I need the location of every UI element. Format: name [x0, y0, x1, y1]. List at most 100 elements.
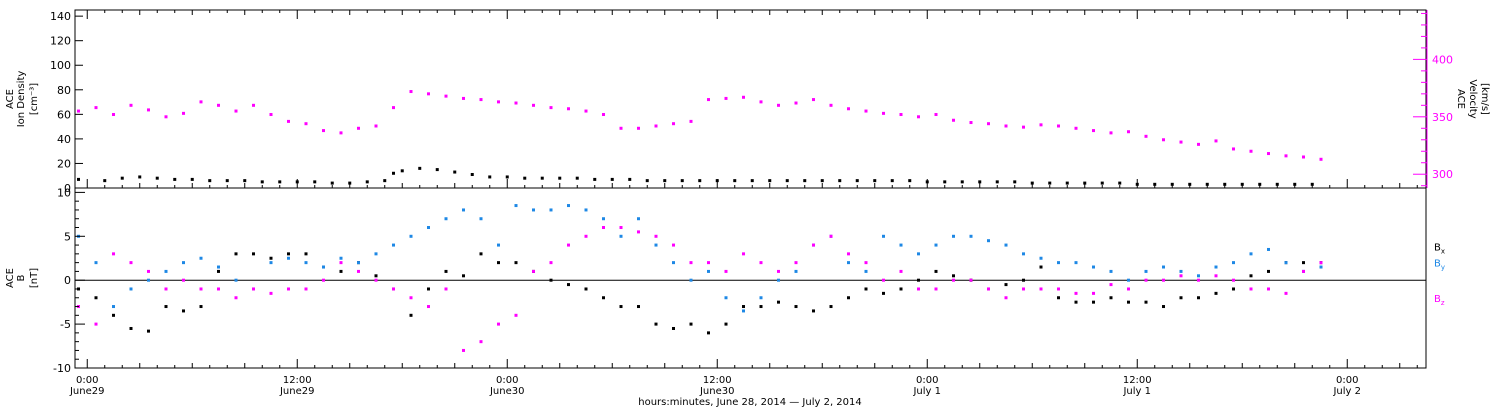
bx-point — [304, 252, 308, 256]
bx-point — [794, 305, 798, 309]
x-tick-date-label: June29 — [279, 386, 315, 397]
bx-series — [77, 252, 1323, 335]
velocity-point — [1197, 142, 1200, 146]
b-legend: Bx By Bz — [1434, 242, 1445, 306]
velocity-point — [742, 95, 745, 99]
density-point — [138, 175, 142, 179]
bz-point — [1319, 261, 1323, 265]
by-point — [357, 261, 360, 265]
by-point — [164, 269, 168, 273]
velocity-point — [77, 109, 80, 113]
by-point — [392, 243, 395, 247]
density-point — [1100, 181, 1104, 185]
by-point — [1057, 261, 1060, 265]
velocity-point — [322, 129, 325, 133]
by-point — [112, 305, 115, 309]
velocity-point — [917, 115, 920, 119]
by-point — [549, 208, 553, 212]
density-point — [523, 176, 527, 180]
velocity-point — [462, 96, 465, 100]
velocity-point — [287, 119, 290, 123]
density-point — [698, 179, 702, 183]
density-point — [1153, 182, 1157, 186]
density-point — [313, 180, 317, 184]
velocity-point — [1214, 139, 1218, 143]
bz-point — [969, 278, 973, 282]
bz-point — [1057, 287, 1060, 291]
bz-point — [759, 261, 763, 265]
bz-point — [882, 278, 885, 282]
by-point — [287, 256, 290, 260]
by-point — [1144, 269, 1148, 273]
velocity-point — [1074, 126, 1078, 130]
density-point — [610, 177, 614, 181]
bz-point — [217, 287, 220, 291]
velocity-point — [1267, 152, 1270, 156]
density-ylabel-line1: ACE — [5, 89, 16, 109]
velocity-point — [532, 103, 535, 107]
density-point — [645, 179, 649, 183]
x-tick-date-label: June29 — [69, 386, 105, 397]
bz-point — [497, 322, 500, 326]
velocity-point — [584, 109, 588, 113]
by-series — [77, 204, 1323, 313]
density-tick-label: 20 — [57, 157, 71, 170]
x-tick-date-label: July 2 — [1332, 386, 1361, 397]
bx-point — [1057, 296, 1060, 300]
velocity-point — [724, 96, 728, 100]
density-point — [785, 179, 789, 183]
density-point — [1223, 182, 1227, 186]
bx-point — [899, 287, 903, 291]
velocity-tick-label: 300 — [1432, 168, 1453, 181]
velocity-point — [1319, 157, 1323, 161]
bx-point — [427, 287, 430, 291]
density-tick-label: 120 — [50, 35, 71, 48]
by-point — [934, 243, 938, 247]
x-axis-title: hours:minutes, June 28, 2014 — July 2, 2… — [638, 397, 862, 408]
bz-point — [934, 287, 938, 291]
legend-by: By — [1434, 259, 1445, 272]
by-point — [1179, 269, 1183, 273]
velocity-ylabel-line2: Velocity — [1467, 79, 1478, 118]
bx-point — [374, 274, 378, 278]
bx-point — [812, 309, 815, 313]
bz-point — [742, 252, 745, 256]
velocity-point — [1162, 138, 1165, 142]
by-point — [1267, 247, 1270, 251]
density-point — [103, 179, 107, 183]
bx-point — [1179, 296, 1183, 300]
density-point — [208, 179, 212, 183]
velocity-tick-label: 400 — [1432, 53, 1453, 66]
bz-point — [479, 340, 483, 344]
bz-point — [707, 261, 710, 265]
velocity-point — [1109, 131, 1113, 135]
by-point — [654, 243, 658, 247]
density-point — [628, 177, 632, 181]
bz-point — [637, 230, 640, 234]
velocity-point — [112, 113, 115, 117]
by-point — [374, 252, 378, 256]
bx-point — [182, 309, 185, 313]
velocity-point — [479, 98, 483, 102]
x-tick-date-label: July 1 — [1122, 386, 1151, 397]
bz-point — [1092, 291, 1095, 295]
bz-point — [287, 287, 290, 291]
legend-bz: Bz — [1434, 294, 1445, 307]
density-point — [908, 179, 912, 183]
bz-point — [1144, 278, 1148, 282]
b-tick-label: 10 — [57, 186, 71, 199]
density-point — [400, 169, 404, 173]
by-point — [1022, 252, 1025, 256]
bx-point — [1214, 291, 1218, 295]
bz-point — [112, 252, 115, 256]
by-point — [847, 261, 850, 265]
by-point — [427, 226, 430, 230]
velocity-point — [269, 113, 273, 117]
velocity-point — [864, 109, 868, 113]
velocity-point — [707, 98, 710, 102]
velocity-point — [602, 113, 605, 117]
by-point — [1319, 265, 1323, 269]
velocity-point — [619, 126, 623, 130]
by-point — [689, 278, 693, 282]
bz-point — [899, 269, 903, 273]
